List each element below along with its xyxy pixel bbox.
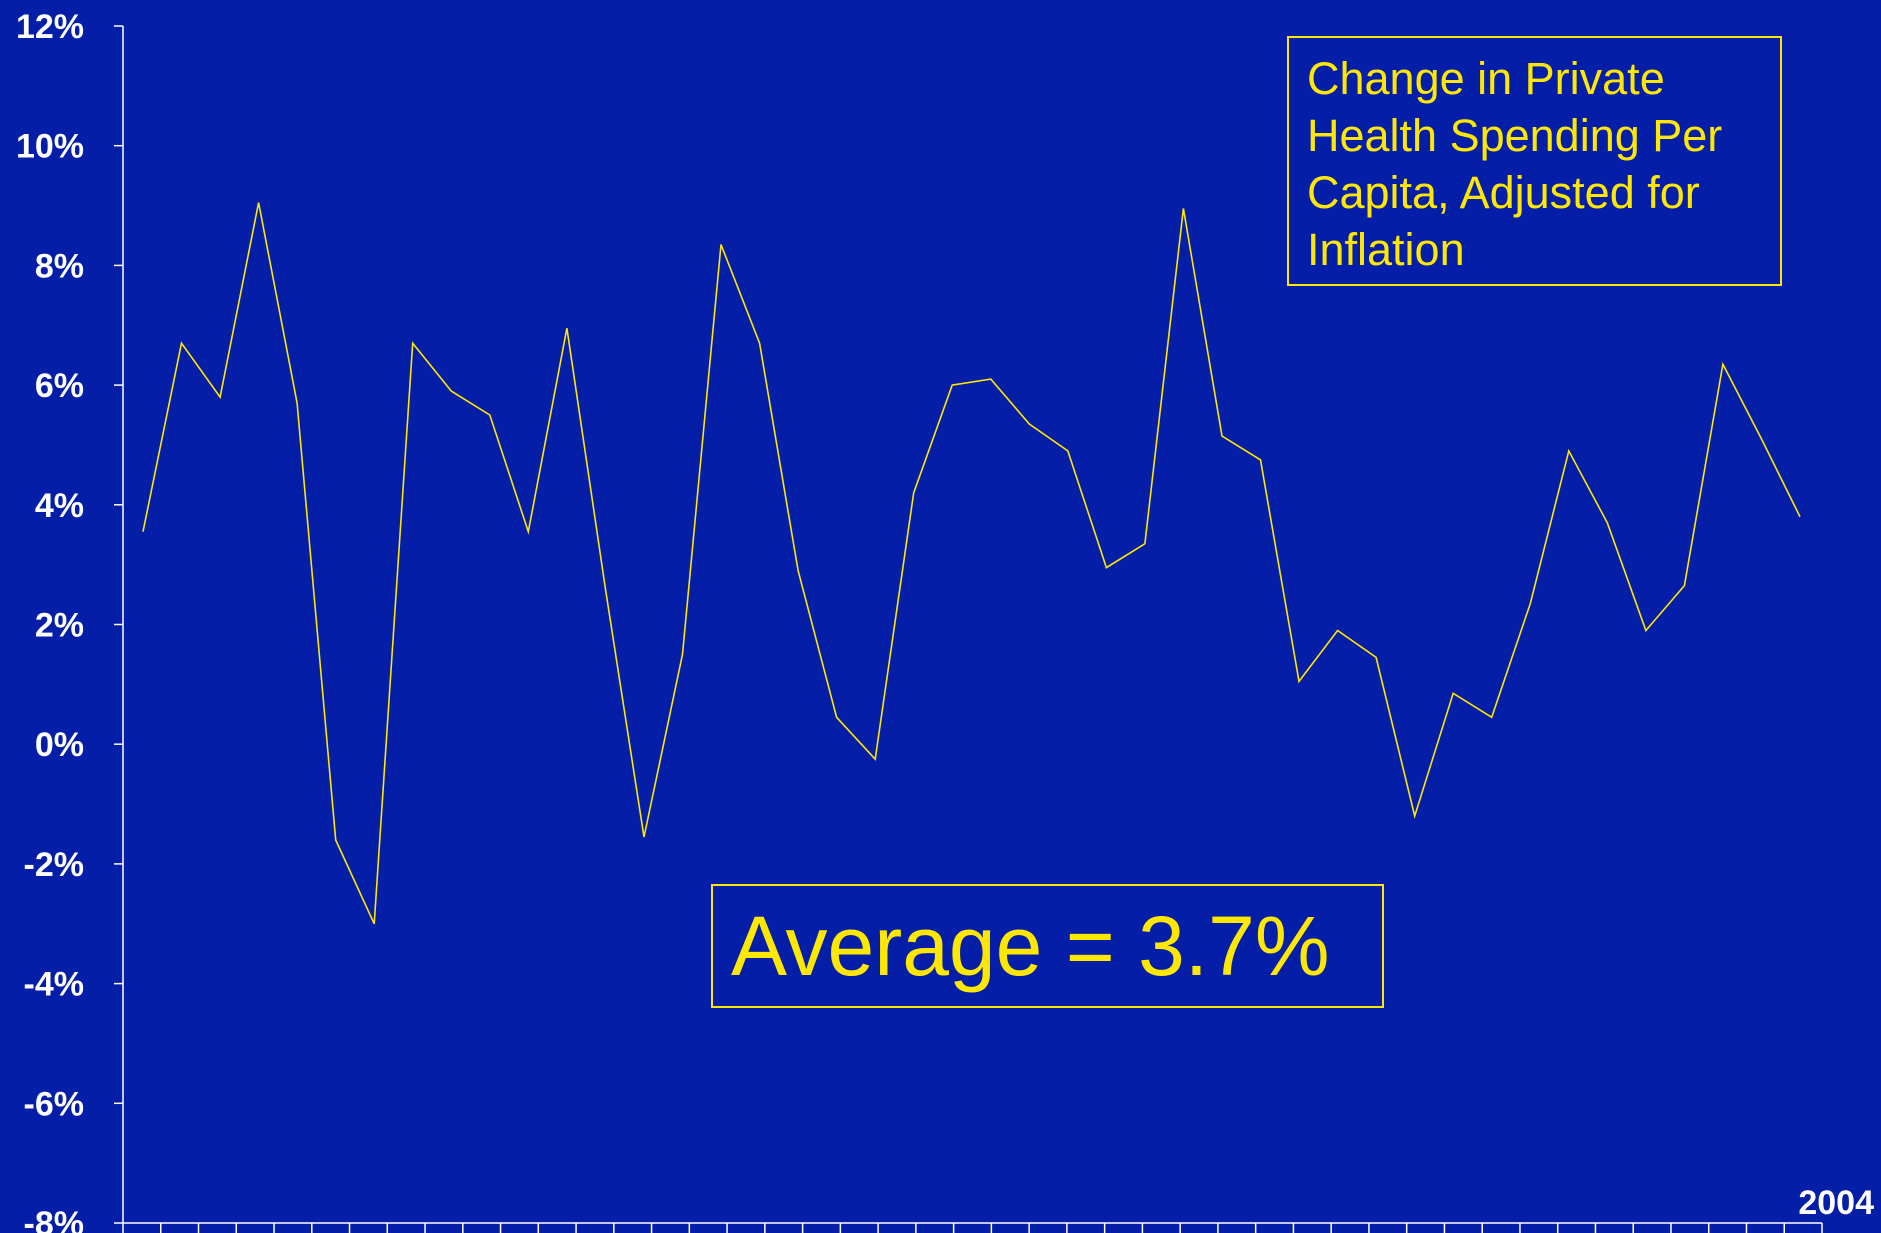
series-group bbox=[142, 202, 1801, 925]
average-annotation: Average = 3.7% bbox=[711, 884, 1384, 1008]
legend-box: Change in Private Health Spending Per Ca… bbox=[1287, 36, 1782, 286]
y-tick-label: -6% bbox=[24, 1085, 84, 1123]
y-tick-label: 2% bbox=[35, 607, 84, 645]
y-tick-label: 6% bbox=[35, 367, 84, 405]
y-tick-label: -8% bbox=[24, 1205, 84, 1233]
y-tick-label: -2% bbox=[24, 846, 84, 884]
y-axis: 12% 10% 8% 6% 4% 2% 0% -2% -4% -6% -8% bbox=[16, 8, 124, 1233]
y-tick-label: 12% bbox=[16, 8, 84, 46]
x-axis: 2004 bbox=[122, 1184, 1874, 1233]
y-tick-label: 0% bbox=[35, 726, 84, 764]
legend-text: Change in Private Health Spending Per Ca… bbox=[1307, 53, 1723, 275]
y-tick-label: 8% bbox=[35, 247, 84, 285]
x-end-label: 2004 bbox=[1798, 1184, 1874, 1222]
y-tick-label: -4% bbox=[24, 966, 84, 1004]
y-tick-label: 4% bbox=[35, 487, 84, 525]
series-line bbox=[142, 202, 1801, 925]
y-tick-label: 10% bbox=[16, 128, 84, 166]
average-annotation-text: Average = 3.7% bbox=[731, 899, 1330, 993]
